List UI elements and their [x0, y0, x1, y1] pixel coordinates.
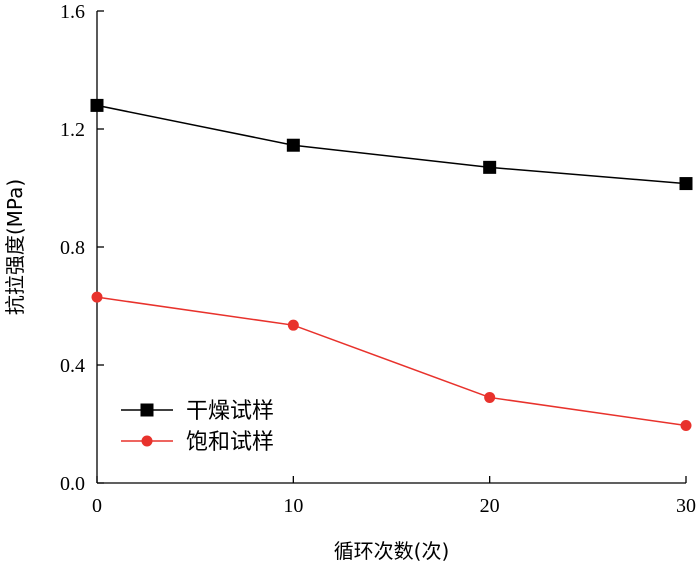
data-point-square	[483, 160, 497, 174]
y-tick-label: 1.2	[60, 119, 85, 141]
data-point-circle	[680, 419, 692, 431]
x-tick-label: 10	[283, 495, 303, 517]
y-tick-label: 0.0	[60, 473, 85, 495]
tick-labels: 0.0 0.4 0.8 1.2 1.6 0 10 20 30	[60, 1, 696, 517]
data-point-circle	[91, 291, 103, 303]
legend-marker-circle	[141, 435, 153, 447]
legend-label: 饱和试样	[186, 430, 274, 455]
y-tick-label: 0.8	[60, 237, 85, 259]
data-point-square	[90, 98, 104, 112]
series-lines	[96, 104, 687, 427]
y-axis-label: 抗拉强度(MPa)	[3, 179, 27, 315]
x-tick-label: 30	[676, 495, 696, 517]
data-point-square	[286, 138, 300, 152]
axes	[96, 10, 687, 484]
series-line-1	[96, 104, 687, 185]
legend-label: 干燥试样	[186, 399, 274, 424]
x-tick-label: 20	[480, 495, 500, 517]
series-markers	[90, 98, 693, 431]
data-point-circle	[484, 391, 496, 403]
data-point-square	[679, 177, 693, 191]
x-tick-label: 0	[92, 495, 102, 517]
legend-marker-square	[140, 403, 154, 417]
data-point-circle	[287, 319, 299, 331]
series-line-2	[96, 296, 687, 427]
x-axis-label: 循环次数(次)	[334, 539, 450, 563]
y-tick-label: 0.4	[60, 355, 85, 377]
y-tick-label: 1.6	[60, 1, 85, 23]
